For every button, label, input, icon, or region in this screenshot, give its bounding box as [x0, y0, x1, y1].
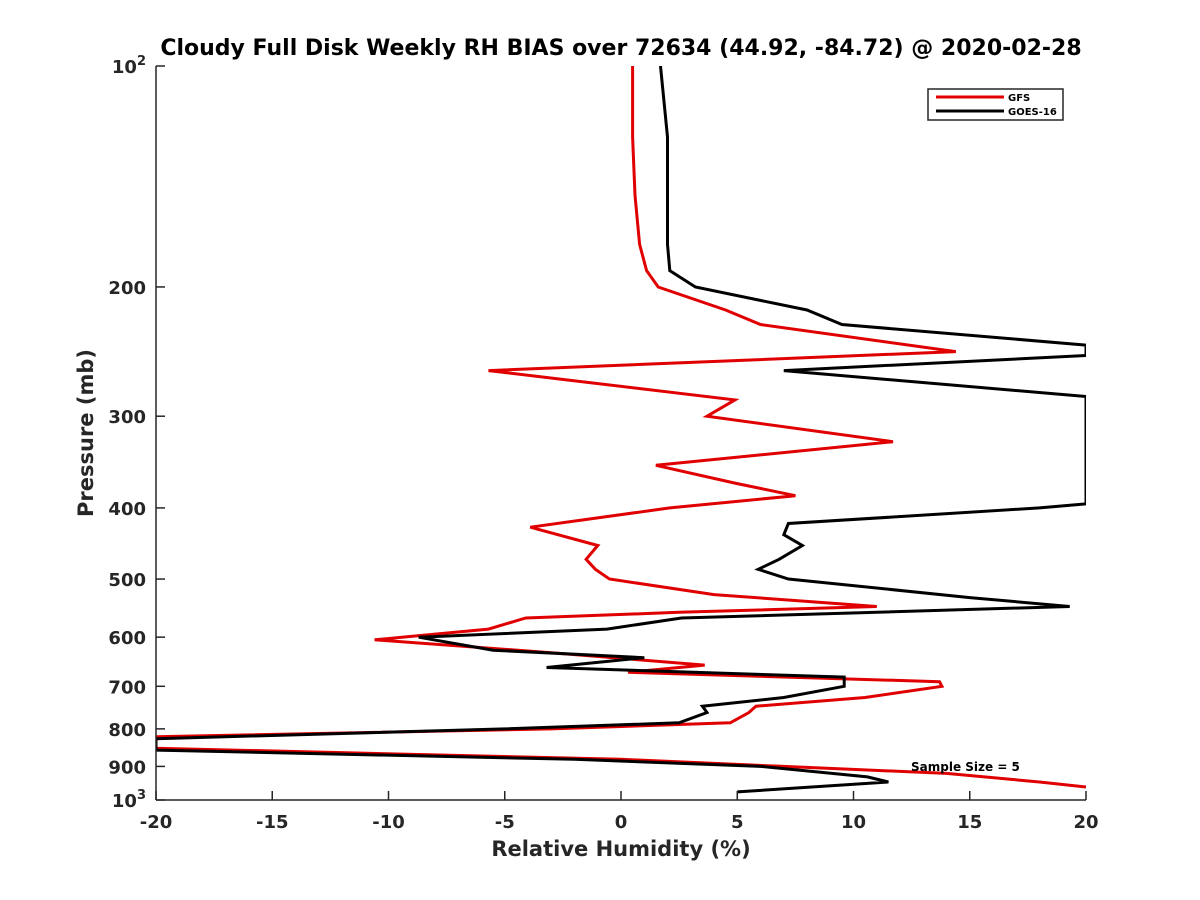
- chart-title: Cloudy Full Disk Weekly RH BIAS over 726…: [160, 36, 1081, 61]
- x-tick-label: 5: [731, 812, 744, 833]
- series-layer: [156, 66, 1086, 794]
- x-tick-label: 10: [841, 812, 866, 833]
- legend-label-gfs: GFS: [1008, 93, 1030, 104]
- series-line-gfs: [156, 66, 1086, 789]
- series-line-goes16: [156, 66, 1086, 794]
- y-tick-label: 102: [112, 54, 146, 78]
- y-tick-label: 300: [108, 407, 146, 428]
- x-tick-label: -10: [372, 812, 405, 833]
- y-tick-label: 103: [112, 788, 146, 812]
- y-tick-label: 700: [108, 677, 146, 698]
- x-tick-label: 20: [1073, 812, 1098, 833]
- legend-label-goes16: GOES-16: [1008, 107, 1057, 118]
- y-tick-label: 500: [108, 570, 146, 591]
- sample-size-annotation: Sample Size = 5: [911, 760, 1020, 774]
- x-tick-label: 15: [957, 812, 982, 833]
- y-tick-label: 600: [108, 628, 146, 649]
- plot-background: [156, 66, 1086, 800]
- axes-layer: -20 -15 -10 -5 0 5 10 15 20 102 200 300 400 500 600 700…: [108, 54, 1098, 833]
- legend-box: [927, 88, 1064, 121]
- x-tick-label: -5: [495, 812, 515, 833]
- x-tick-label: -20: [140, 812, 173, 833]
- x-tick-label: -15: [256, 812, 289, 833]
- y-axis-label: Pressure (mb): [74, 349, 98, 517]
- y-tick-label: 200: [108, 278, 146, 299]
- x-axis-label: Relative Humidity (%): [491, 837, 750, 861]
- x-tick-label: 0: [615, 812, 628, 833]
- legend[interactable]: GFS GOES-16: [927, 88, 1064, 121]
- y-tick-label: 900: [108, 757, 146, 778]
- y-tick-label: 800: [108, 720, 146, 741]
- y-tick-label: 400: [108, 499, 146, 520]
